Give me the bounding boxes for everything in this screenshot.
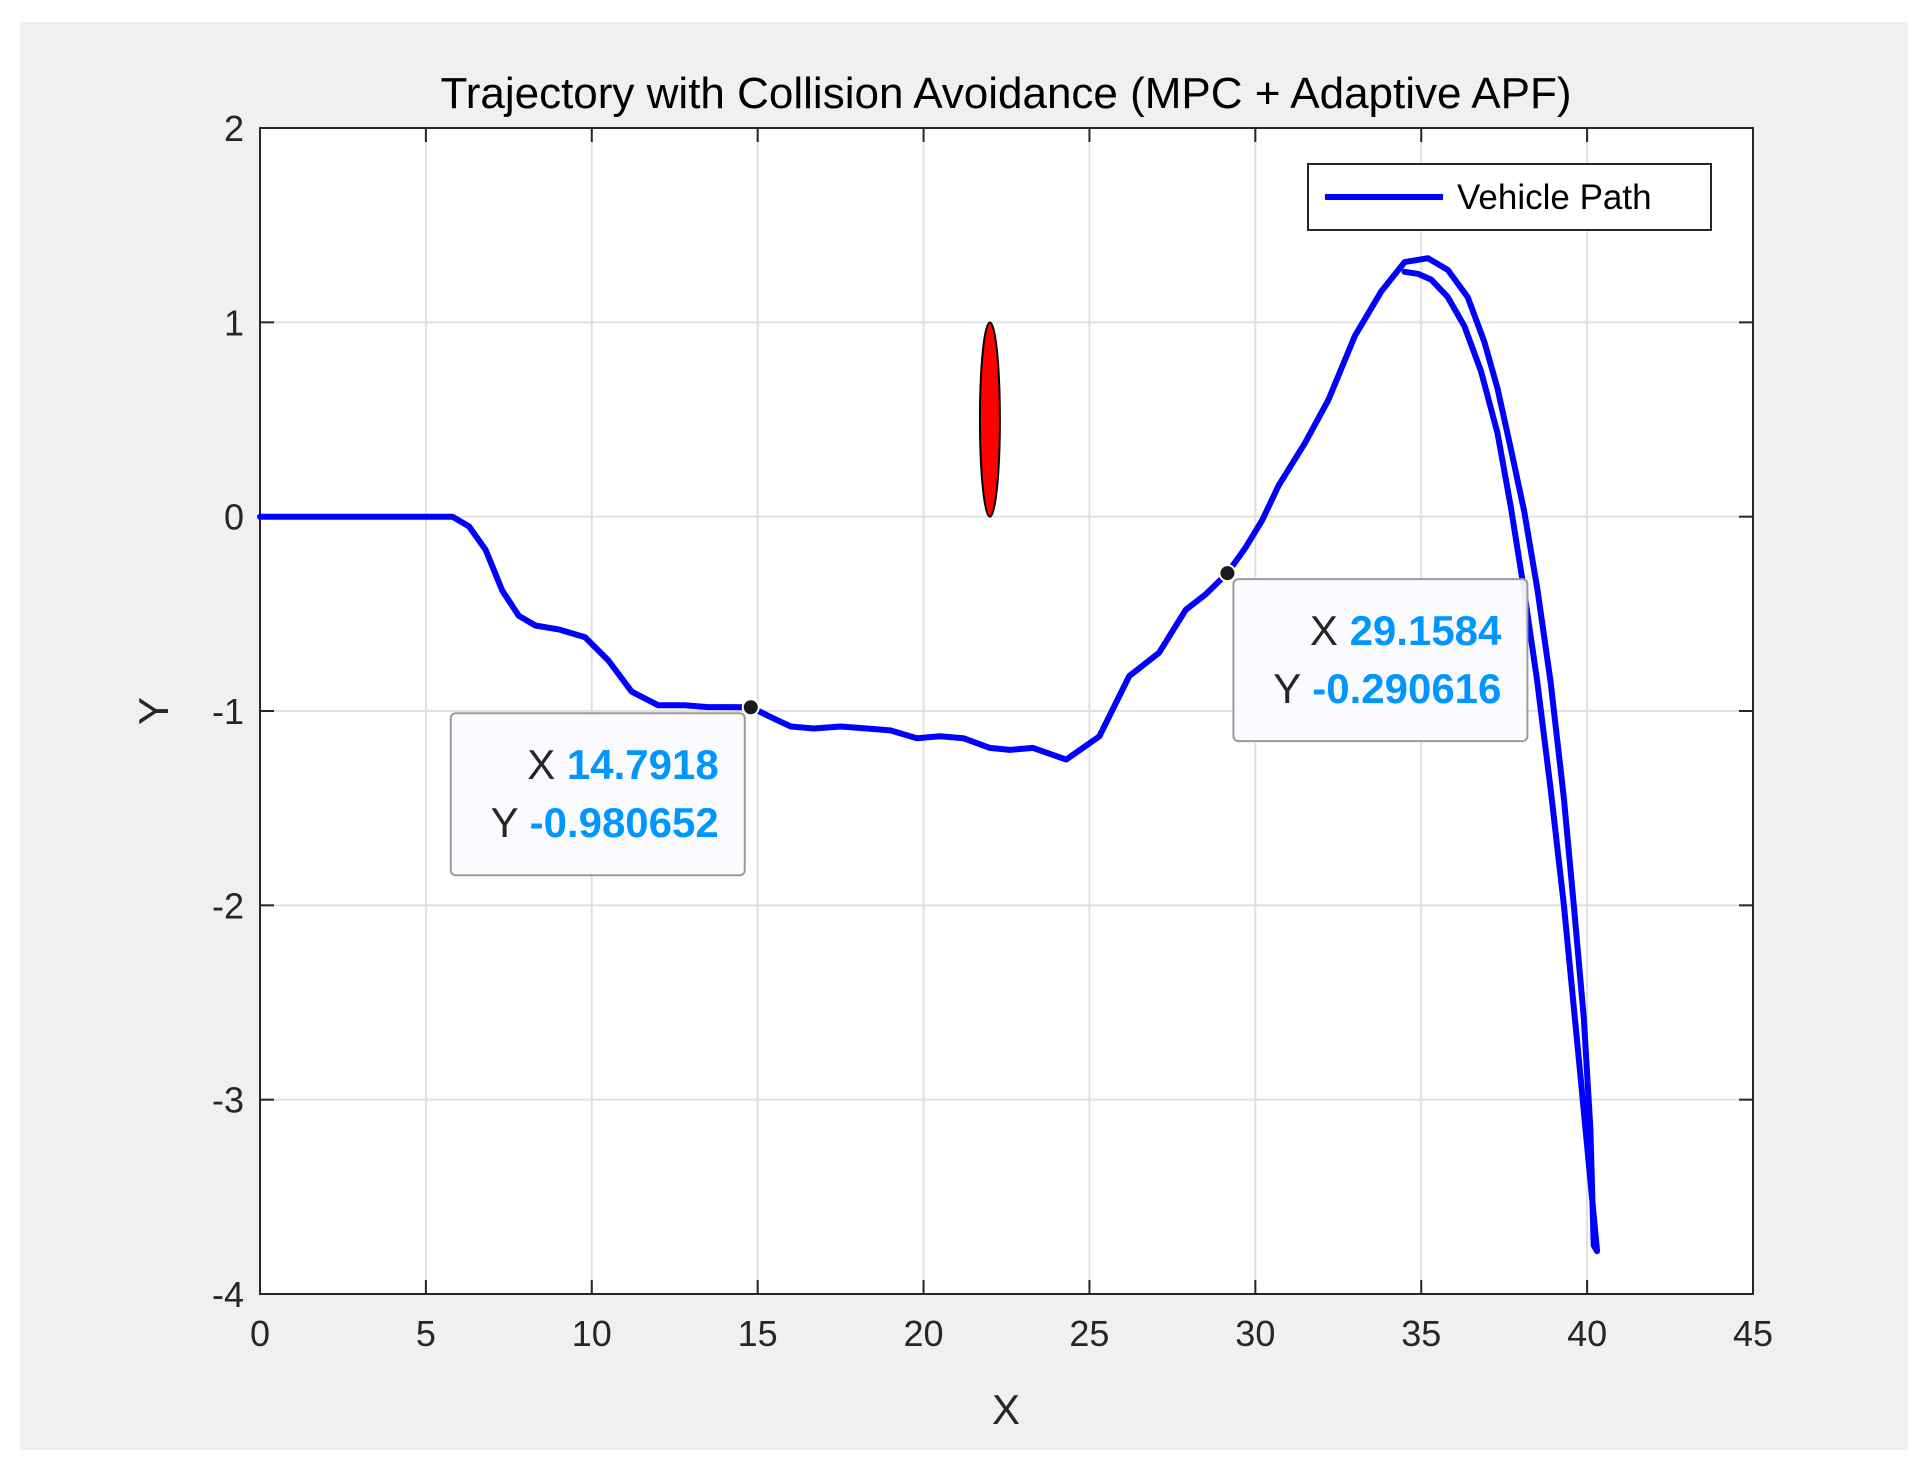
datatips-layer: X 14.7918 Y -0.980652 X 29.1584 Y -0.290616 xyxy=(449,564,1529,877)
datatip-x-label: X xyxy=(1310,607,1350,654)
x-tick-label: 30 xyxy=(1235,1313,1275,1354)
x-tick-label: 5 xyxy=(416,1313,436,1354)
obstacle-ellipse xyxy=(978,321,1001,518)
datatip-1[interactable]: X 14.7918 Y -0.980652 xyxy=(449,698,760,877)
datatip-x-value: 14.7918 xyxy=(567,741,719,788)
datatip-x-row: X 29.1584 xyxy=(1310,607,1502,654)
datatip-box xyxy=(1232,578,1529,743)
x-tick-label: 10 xyxy=(572,1313,612,1354)
y-tick-label: 1 xyxy=(224,302,244,343)
x-tick-label: 35 xyxy=(1401,1313,1441,1354)
x-tick-label: 45 xyxy=(1733,1313,1773,1354)
datatip-2[interactable]: X 29.1584 Y -0.290616 xyxy=(1218,564,1529,743)
datatip-y-label: Y xyxy=(491,799,530,846)
y-tick-label: 2 xyxy=(224,108,244,149)
axis-ticks: 0 5 10 15 20 25 30 35 40 45 -4 -3 -2 -1 0 1 2 xyxy=(212,108,1773,1354)
y-tick-label: -2 xyxy=(212,885,244,926)
datatip-y-value: -0.290616 xyxy=(1312,665,1501,712)
datatip-box xyxy=(449,712,746,877)
datatip-marker[interactable] xyxy=(1218,564,1237,583)
y-tick-label: -3 xyxy=(212,1080,244,1121)
x-tick-label: 20 xyxy=(904,1313,944,1354)
x-tick-label: 15 xyxy=(738,1313,778,1354)
chart-svg: 0 5 10 15 20 25 30 35 40 45 -4 -3 -2 -1 0 1 2 X 14.7918 Y… xyxy=(130,69,1773,1433)
datatip-y-label: Y xyxy=(1273,665,1312,712)
datatip-x-row: X 14.7918 xyxy=(527,741,719,788)
legend-label: Vehicle Path xyxy=(1457,178,1652,217)
y-tick-label: -4 xyxy=(212,1274,244,1315)
datatip-y-value: -0.980652 xyxy=(530,799,719,846)
datatip-y-row: Y -0.980652 xyxy=(491,799,719,846)
x-tick-label: 40 xyxy=(1567,1313,1607,1354)
series-line-vehicle-path[interactable] xyxy=(257,255,1601,1255)
y-tick-label: -1 xyxy=(212,691,244,732)
y-tick-label: 0 xyxy=(224,497,244,538)
path-layer xyxy=(257,255,1601,1255)
y-axis-title: Y xyxy=(130,697,177,725)
chart-title: Trajectory with Collision Avoidance (MPC… xyxy=(440,69,1571,118)
x-tick-label: 0 xyxy=(250,1313,270,1354)
obstacle-layer xyxy=(978,321,1001,518)
datatip-y-row: Y -0.290616 xyxy=(1273,665,1501,712)
datatip-x-value: 29.1584 xyxy=(1350,607,1502,654)
figure-window: 0 5 10 15 20 25 30 35 40 45 -4 -3 -2 -1 0 1 2 X 14.7918 Y… xyxy=(20,22,1908,1450)
legend[interactable]: Vehicle Path xyxy=(1307,163,1712,231)
x-axis-title: X xyxy=(992,1386,1020,1433)
x-tick-label: 25 xyxy=(1069,1313,1109,1354)
datatip-x-label: X xyxy=(527,741,567,788)
datatip-marker[interactable] xyxy=(741,698,760,717)
